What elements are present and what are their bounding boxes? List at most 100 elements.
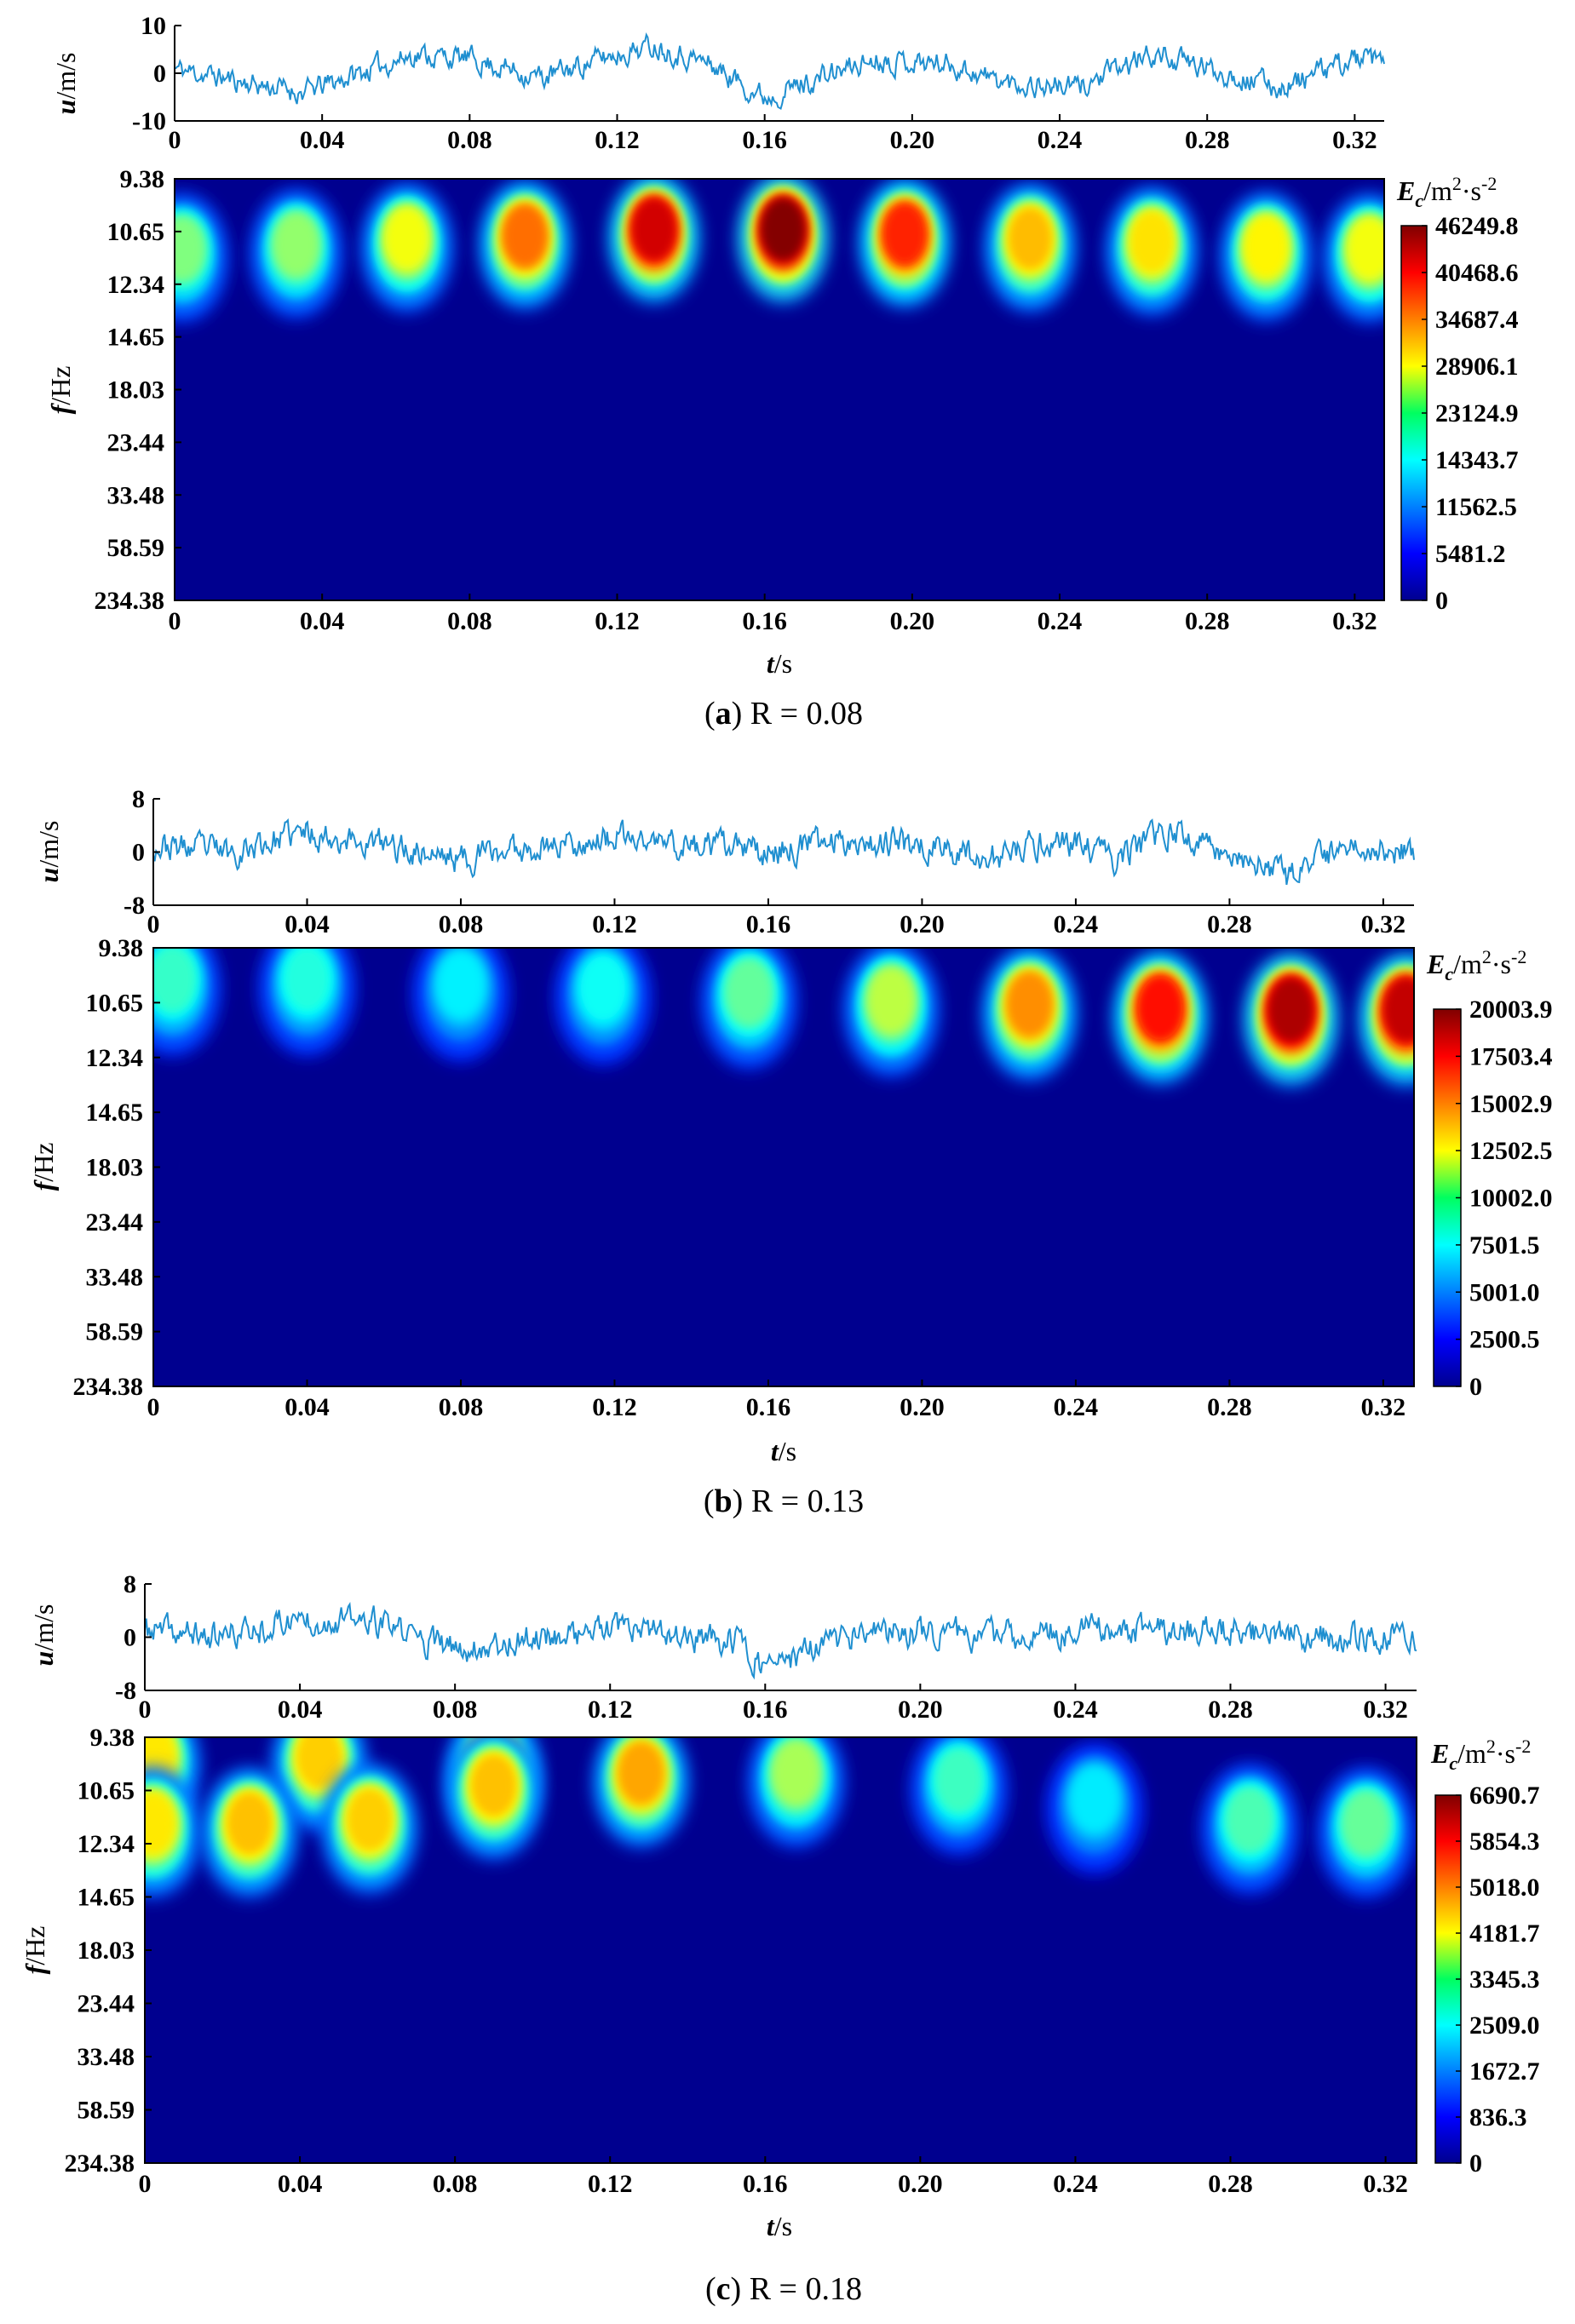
signal-line-a	[174, 32, 1385, 110]
signal-ytick-label: 10	[141, 12, 166, 40]
spectrum-xtick-label: 0.12	[592, 1393, 637, 1421]
spectrum-xtick-label: 0.28	[1208, 2170, 1253, 2198]
spectrum-xtick-label: 0	[147, 1393, 160, 1421]
spectrum-ytick-label: 58.59	[78, 2097, 135, 2125]
signal-ytick-label: -8	[124, 892, 145, 920]
colorbar-tick-label: 5854.3	[1469, 1828, 1540, 1856]
signal-xtick-label: 0.08	[433, 1696, 478, 1724]
colorbar-c: 6690.7 5854.3 5018.0 4181.7 3345.3 2509.0 1672…	[1430, 1736, 1540, 2178]
colorbar-tick-label: 836.3	[1469, 2103, 1527, 2132]
signal-ytick-label: 0	[132, 839, 145, 867]
signal-ylabel-b: u/m/s	[33, 821, 64, 883]
signal-xtick-label: 0.28	[1207, 910, 1252, 938]
spectrum-blob	[555, 948, 651, 1065]
colorbar-tick-label: 11562.5	[1435, 493, 1517, 521]
spectrum-blob	[749, 1737, 844, 1848]
signal-xtick-label: 0.28	[1208, 1696, 1253, 1724]
colorbar-tick-label: 20003.9	[1469, 996, 1553, 1024]
spectrum-ytick-label: 9.38	[99, 934, 144, 962]
spectrum-blob	[608, 179, 699, 304]
signal-ytick-label: -8	[115, 1677, 136, 1705]
spectrum-xtick-label: 0	[139, 2170, 152, 2198]
spectrum-blobs-b	[153, 948, 1414, 1087]
spectrum-blob	[702, 948, 796, 1070]
colorbar-ticks-a: 46249.8 40468.6 34687.4 28906.1 23124.9 14343…	[1422, 212, 1519, 615]
spectrum-ytick-label: 58.59	[86, 1318, 144, 1346]
spectrum-xtick-label: 0.24	[1038, 607, 1083, 635]
signal-xtick-label: 0.32	[1363, 1696, 1408, 1724]
colorbar-tick-label: 0	[1469, 2149, 1482, 2178]
caption-c: (c) R = 0.18	[705, 2271, 862, 2307]
spectrum-blob	[153, 948, 220, 1056]
spectrum-xtick-label: 0.20	[890, 607, 935, 635]
spectrum-ytick-label: 10.65	[86, 989, 144, 1017]
spectrum-blob	[911, 1737, 1007, 1856]
signal-xtick-label: 0.12	[588, 1696, 633, 1724]
spectrum-blob	[1221, 192, 1312, 321]
spectrum-xtick-label: 0.08	[447, 607, 492, 635]
spectrum-ytick-label: 18.03	[86, 1154, 144, 1182]
spectrum-blob	[1319, 1768, 1414, 1898]
signal-xtick-label: 0.04	[278, 1696, 323, 1724]
signal-xtick-label: 0.12	[592, 910, 637, 938]
colorbar-ticks-b: 20003.9 17503.4 15002.9 12502.5 10002.0 7501.…	[1456, 996, 1553, 1401]
signal-xtick-label: 0	[139, 1696, 152, 1724]
panel-c: 80-80 0.04 0.08 0.12 0.16 0.20 0.24 0.28 0.32 u/…	[20, 1570, 1540, 2307]
spectrum-blob	[446, 1737, 542, 1861]
spectrum-xtick-label: 0.32	[1332, 607, 1377, 635]
spectrum-xlabel-b: t/s	[771, 1436, 796, 1466]
signal-xtick-label: 0	[169, 126, 181, 154]
spectrum-ytick-label: 23.44	[107, 428, 165, 456]
spectrum-xtick-label: 0.04	[278, 2170, 323, 2198]
colorbar-tick-label: 7501.5	[1469, 1231, 1540, 1260]
spectrum-blob	[1324, 194, 1384, 323]
spectrum-blob	[480, 181, 571, 310]
signal-xtick-label: 0.32	[1332, 126, 1377, 154]
spectrum-ytick-label: 23.44	[78, 1990, 135, 2018]
spectrum-ytick-label: 12.34	[107, 271, 165, 299]
spectrum-ylabel-c: f/Hz	[20, 1926, 50, 1975]
colorbar-label-b: Ec/m2·s-2	[1426, 946, 1526, 984]
signal-xtick-label: 0	[147, 910, 160, 938]
colorbar-tick-label: 28906.1	[1435, 353, 1519, 381]
spectrum-ytick-label: 33.48	[107, 481, 165, 509]
signal-ticks-a: 100-100 0.04 0.08 0.12 0.16 0.20 0.24 0.28 0.32	[132, 12, 1384, 154]
colorbar-tick-label: 10002.0	[1469, 1185, 1553, 1213]
spectrum-ytick-label: 18.03	[107, 376, 165, 405]
signal-xtick-label: 0.20	[898, 1696, 943, 1724]
colorbar-tick-label: 0	[1435, 587, 1448, 615]
spectrum-blob	[413, 948, 509, 1062]
spectrum-ytick-label: 14.65	[107, 324, 165, 352]
spectrum-xtick-label: 0	[169, 607, 181, 635]
colorbar-tick-label: 23124.9	[1435, 399, 1519, 428]
signal-plot-a: 100-100 0.04 0.08 0.12 0.16 0.20 0.24 0.28 0.32 …	[50, 12, 1385, 154]
signal-ytick-label: -10	[132, 107, 166, 135]
signal-ytick-label: 0	[153, 60, 166, 88]
signal-xtick-label: 0.24	[1053, 1696, 1098, 1724]
signal-xtick-label: 0.04	[285, 910, 330, 938]
spectrum-blob	[985, 184, 1076, 313]
spectrum-xlabel-c: t/s	[767, 2211, 792, 2241]
spectrum-plot-a: 9.38 10.65 12.34 14.65 18.03 23.44 33.48 58.59 2…	[45, 165, 1385, 679]
signal-xtick-label: 0.16	[743, 1696, 788, 1724]
colorbar-tick-label: 2500.5	[1469, 1326, 1540, 1354]
spectrum-xlabel-a: t/s	[767, 648, 792, 679]
signal-xtick-label: 0.24	[1038, 126, 1083, 154]
signal-xtick-label: 0.04	[300, 126, 345, 154]
spectrum-blob	[1047, 1744, 1142, 1874]
spectrum-ytick-label: 234.38	[65, 2149, 135, 2178]
spectrum-blob	[1113, 951, 1208, 1086]
spectrum-ytick-label: 14.65	[86, 1099, 144, 1127]
spectrum-xtick-label: 0.04	[300, 607, 345, 635]
colorbar-label-a: Ec/m2·s-2	[1396, 173, 1497, 211]
spectrum-xtick-label: 0.32	[1361, 1393, 1406, 1421]
caption-a: (a) R = 0.08	[704, 696, 863, 732]
colorbar-tick-label: 1672.7	[1469, 2057, 1540, 2086]
spectrum-plot-c: 9.38 10.65 12.34 14.65 18.03 23.44 33.48 58.59 2…	[20, 1724, 1417, 2241]
spectrum-xtick-label: 0.20	[900, 1393, 945, 1421]
signal-plot-c: 80-80 0.04 0.08 0.12 0.16 0.20 0.24 0.28 0.32 u/…	[28, 1570, 1417, 1724]
signal-ylabel-a: u/m/s	[50, 53, 81, 115]
spectrum-blob	[1202, 1765, 1297, 1895]
spectrum-blob	[844, 948, 939, 1078]
